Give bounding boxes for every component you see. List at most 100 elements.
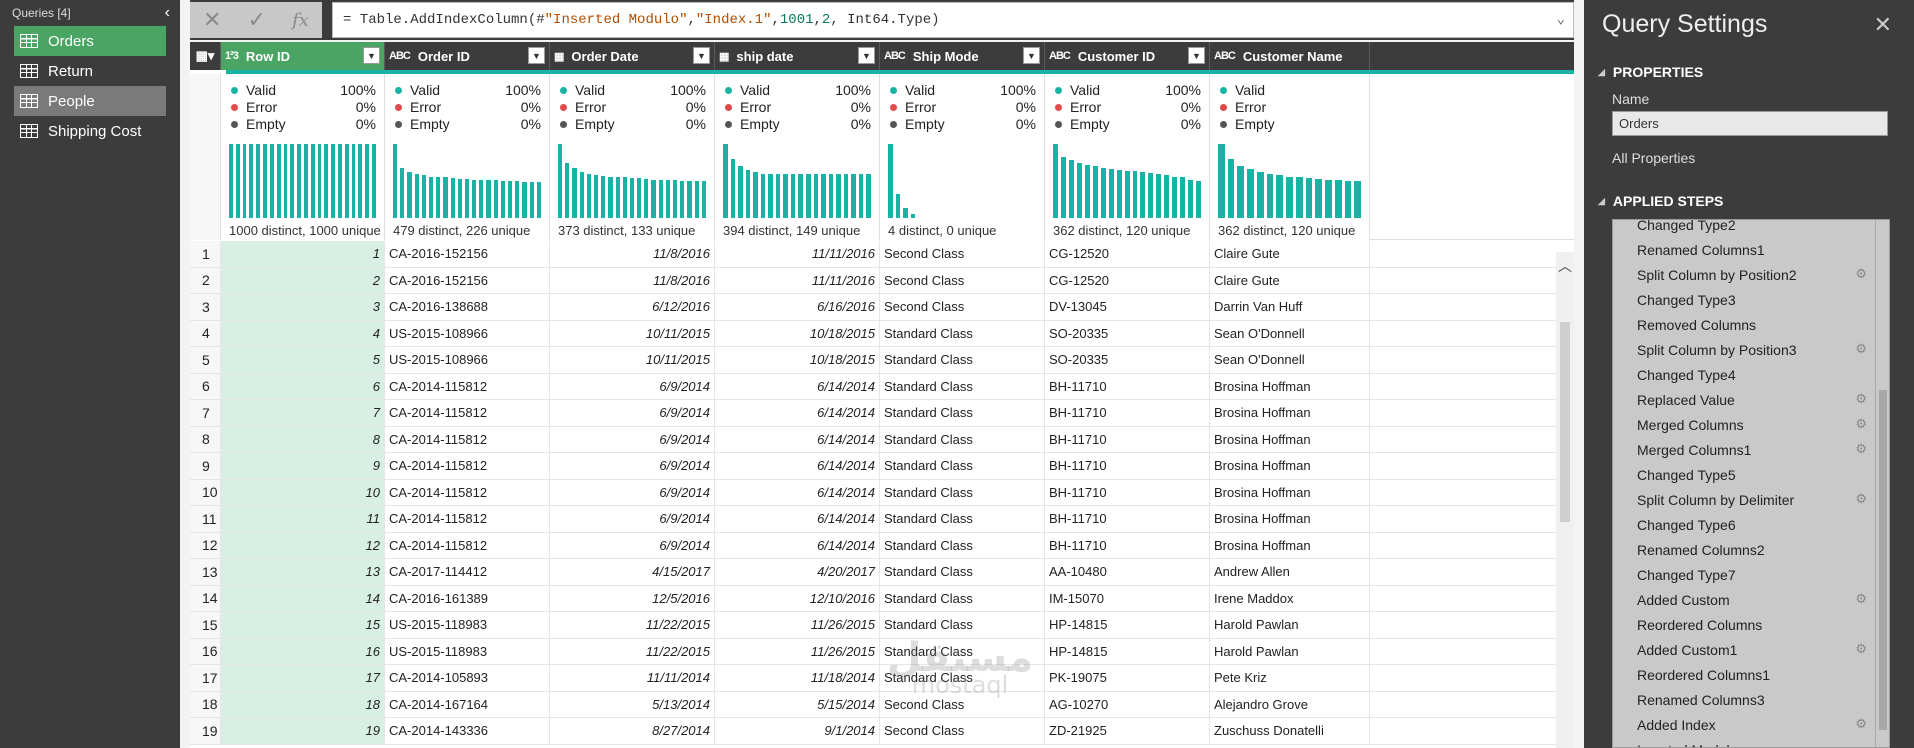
scroll-up-icon[interactable]: ︿ — [1558, 258, 1572, 274]
table-cell[interactable]: Brosina Hoffman — [1210, 453, 1370, 479]
table-cell[interactable]: CA-2016-138688 — [385, 294, 550, 320]
table-cell[interactable]: 10/11/2015 — [550, 347, 715, 373]
steps-scrollbar[interactable] — [1875, 220, 1889, 747]
table-cell[interactable]: CA-2014-115812 — [385, 400, 550, 426]
table-cell[interactable]: CA-2014-115812 — [385, 532, 550, 558]
table-cell[interactable]: 9 — [221, 453, 385, 479]
column-header[interactable]: 1²3 Row ID ▼ — [221, 42, 385, 70]
table-cell[interactable]: US-2015-118983 — [385, 612, 550, 638]
table-cell[interactable]: 11/8/2016 — [550, 241, 715, 267]
table-cell[interactable]: CA-2014-105893 — [385, 665, 550, 691]
table-cell[interactable]: 4/20/2017 — [715, 559, 880, 585]
applied-step[interactable]: Added Custom1 ⚙ — [1613, 637, 1889, 662]
table-cell[interactable]: 5 — [221, 347, 385, 373]
table-cell[interactable]: CA-2016-161389 — [385, 585, 550, 611]
applied-step[interactable]: Reordered Columns — [1613, 612, 1889, 637]
table-cell[interactable]: 10/18/2015 — [715, 320, 880, 346]
table-cell[interactable]: Second Class — [880, 267, 1045, 293]
table-cell[interactable]: 15 — [221, 612, 385, 638]
table-cell[interactable]: 6/14/2014 — [715, 479, 880, 505]
query-item[interactable]: Orders — [14, 26, 166, 56]
column-type-icon[interactable]: 1²3 — [225, 50, 239, 62]
table-cell[interactable]: Standard Class — [880, 638, 1045, 664]
applied-steps-section-header[interactable]: ◢ APPLIED STEPS — [1598, 193, 1723, 209]
table-cell[interactable]: 6/14/2014 — [715, 373, 880, 399]
table-cell[interactable]: BH-11710 — [1045, 400, 1210, 426]
table-cell[interactable]: Brosina Hoffman — [1210, 426, 1370, 452]
table-cell[interactable]: 17 — [221, 665, 385, 691]
applied-step[interactable]: Merged Columns ⚙ — [1613, 412, 1889, 437]
steps-scroll-thumb[interactable] — [1879, 390, 1887, 730]
column-header[interactable]: ABC Customer Name — [1210, 42, 1370, 70]
column-filter-dropdown-icon[interactable]: ▼ — [363, 47, 380, 64]
table-cell[interactable]: 7 — [221, 400, 385, 426]
table-cell[interactable]: BH-11710 — [1045, 373, 1210, 399]
column-header[interactable]: ABC Order ID ▼ — [385, 42, 550, 70]
gear-icon[interactable]: ⚙ — [1855, 716, 1867, 731]
table-cell[interactable]: BH-11710 — [1045, 453, 1210, 479]
applied-step[interactable]: Replaced Value ⚙ — [1613, 387, 1889, 412]
gear-icon[interactable]: ⚙ — [1855, 266, 1867, 281]
table-cell[interactable]: Standard Class — [880, 665, 1045, 691]
table-cell[interactable]: Brosina Hoffman — [1210, 532, 1370, 558]
table-cell[interactable]: 6/9/2014 — [550, 426, 715, 452]
column-type-icon[interactable]: ABC — [884, 50, 906, 62]
table-cell[interactable]: 6/14/2014 — [715, 400, 880, 426]
table-menu-icon[interactable]: ▦▾ — [190, 42, 221, 70]
applied-step[interactable]: Changed Type5 — [1613, 462, 1889, 487]
table-cell[interactable]: Brosina Hoffman — [1210, 479, 1370, 505]
commit-formula-icon[interactable]: ✓ — [247, 7, 267, 32]
table-cell[interactable]: CA-2014-115812 — [385, 479, 550, 505]
table-cell[interactable]: US-2015-108966 — [385, 320, 550, 346]
query-item[interactable]: Shipping Cost — [14, 116, 166, 146]
table-cell[interactable]: Sean O'Donnell — [1210, 320, 1370, 346]
table-cell[interactable]: Standard Class — [880, 453, 1045, 479]
formula-input[interactable]: = Table.AddIndexColumn(# "Inserted Modulo… — [332, 2, 1574, 38]
table-cell[interactable]: 2 — [221, 267, 385, 293]
column-filter-dropdown-icon[interactable]: ▼ — [858, 47, 875, 64]
table-cell[interactable]: 6/16/2016 — [715, 294, 880, 320]
table-cell[interactable]: CG-12520 — [1045, 267, 1210, 293]
table-cell[interactable]: PK-19075 — [1045, 665, 1210, 691]
query-name-input[interactable] — [1612, 111, 1888, 136]
table-cell[interactable]: BH-11710 — [1045, 532, 1210, 558]
gear-icon[interactable]: ⚙ — [1855, 416, 1867, 431]
table-cell[interactable]: Standard Class — [880, 585, 1045, 611]
gear-icon[interactable]: ⚙ — [1855, 591, 1867, 606]
table-cell[interactable]: Brosina Hoffman — [1210, 506, 1370, 532]
applied-step[interactable]: Split Column by Delimiter ⚙ — [1613, 487, 1889, 512]
table-cell[interactable]: DV-13045 — [1045, 294, 1210, 320]
table-cell[interactable]: 6/9/2014 — [550, 453, 715, 479]
table-cell[interactable]: 6/9/2014 — [550, 479, 715, 505]
table-cell[interactable]: IM-15070 — [1045, 585, 1210, 611]
column-header[interactable]: ABC Customer ID ▼ — [1045, 42, 1210, 70]
table-cell[interactable]: 10/11/2015 — [550, 320, 715, 346]
column-filter-dropdown-icon[interactable]: ▼ — [1023, 47, 1040, 64]
table-cell[interactable]: HP-14815 — [1045, 638, 1210, 664]
table-cell[interactable]: 11/22/2015 — [550, 612, 715, 638]
table-cell[interactable]: 6/9/2014 — [550, 373, 715, 399]
table-cell[interactable]: Brosina Hoffman — [1210, 373, 1370, 399]
table-cell[interactable]: SO-20335 — [1045, 320, 1210, 346]
scroll-thumb[interactable] — [1560, 322, 1570, 522]
table-cell[interactable]: Andrew Allen — [1210, 559, 1370, 585]
table-cell[interactable]: 19 — [221, 718, 385, 744]
column-header[interactable]: ▦ ship date ▼ — [715, 42, 880, 70]
query-item[interactable]: Return — [14, 56, 166, 86]
applied-step[interactable]: Removed Columns — [1613, 312, 1889, 337]
table-cell[interactable]: SO-20335 — [1045, 347, 1210, 373]
table-cell[interactable]: 11/26/2015 — [715, 612, 880, 638]
table-cell[interactable]: 10/18/2015 — [715, 347, 880, 373]
table-cell[interactable]: CA-2014-115812 — [385, 453, 550, 479]
table-cell[interactable]: Standard Class — [880, 347, 1045, 373]
applied-step[interactable]: Changed Type2 — [1613, 220, 1889, 237]
table-cell[interactable]: Standard Class — [880, 320, 1045, 346]
expand-formula-icon[interactable]: ⌄ — [1556, 12, 1565, 28]
table-cell[interactable]: 11/8/2016 — [550, 267, 715, 293]
table-cell[interactable]: 10 — [221, 479, 385, 505]
table-cell[interactable]: CA-2014-115812 — [385, 506, 550, 532]
column-type-icon[interactable]: ABC — [1214, 50, 1236, 62]
table-cell[interactable]: 5/15/2014 — [715, 691, 880, 717]
applied-step[interactable]: Changed Type4 — [1613, 362, 1889, 387]
applied-step[interactable]: Added Index ⚙ — [1613, 712, 1889, 737]
